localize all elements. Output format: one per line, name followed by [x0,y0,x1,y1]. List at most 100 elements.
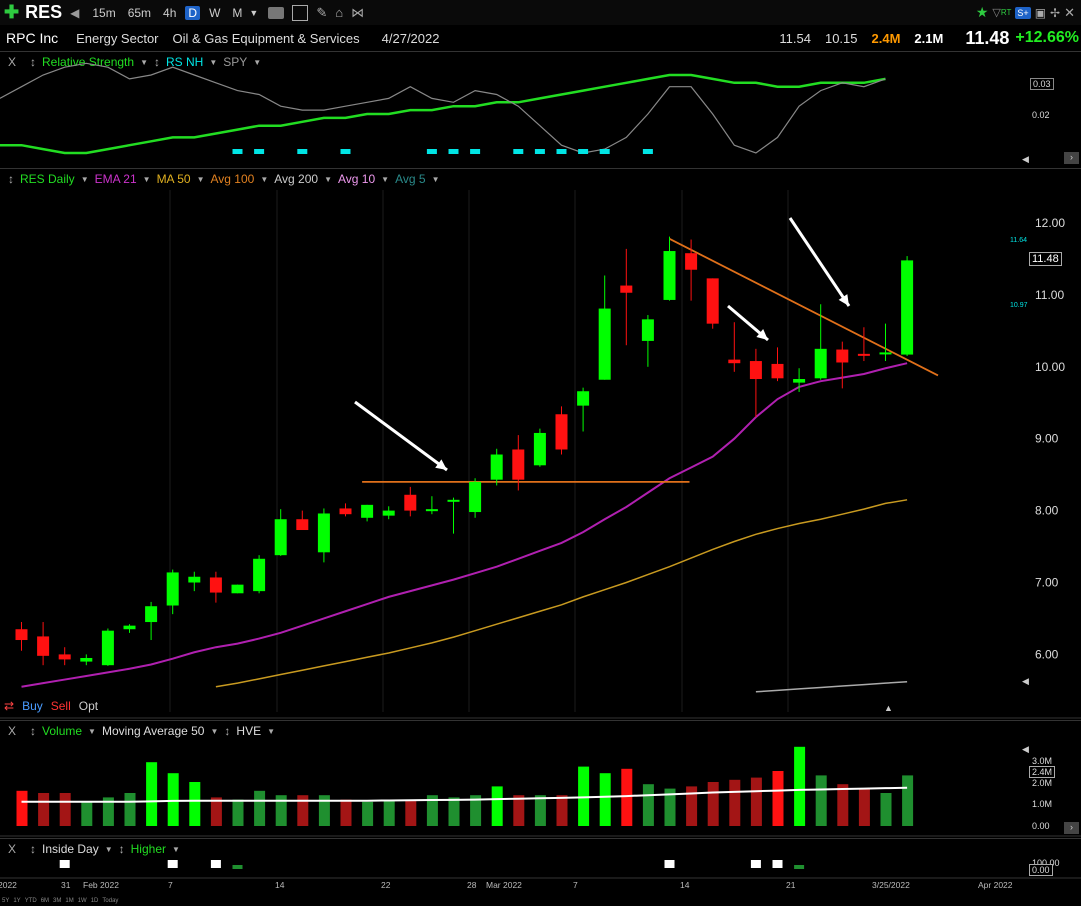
volume-bar [448,797,460,826]
move-icon[interactable]: ✢ [1050,5,1061,20]
timeframe-dropdown-icon[interactable]: ▼ [249,7,259,18]
rs-axis-label-mid: 0.02 [1032,110,1050,120]
reorder-icon[interactable]: ↕ [118,842,125,856]
reorder-icon[interactable]: ↕ [224,724,231,738]
timeframe-button-65m[interactable]: 65m [127,5,152,20]
inside-day-label[interactable]: Inside Day [42,842,99,856]
dropdown-icon[interactable]: ▼ [381,174,390,184]
dropdown-icon[interactable]: ▼ [253,57,262,67]
candle-body [598,308,611,380]
price-axis-label: 9.00 [1035,432,1059,446]
range-button[interactable]: 1M [65,898,74,904]
rs-nh-label[interactable]: RS NH [166,55,204,69]
reorder-icon[interactable]: ↕ [30,724,37,738]
legend-item[interactable]: Avg 5 [395,172,426,186]
timeframe-button-m[interactable]: M [232,5,243,20]
legend-item[interactable]: EMA 21 [94,172,137,186]
dropdown-icon[interactable]: ▼ [324,174,333,184]
trade-bar: ⇄ Buy Sell Opt [0,698,98,714]
dropdown-icon[interactable]: ▼ [88,726,96,736]
volume-bar [383,799,395,826]
volume-ma-label[interactable]: Moving Average 50 [101,724,205,738]
dropdown-icon[interactable]: ▼ [172,844,180,854]
range-button[interactable]: 3M [53,898,62,904]
range-button[interactable]: 1W [77,898,87,904]
candle-body [339,508,352,515]
save-icon[interactable]: ▣ [1034,5,1047,20]
dropdown-icon[interactable]: ▼ [209,57,218,67]
range-button[interactable]: Today [102,898,119,904]
megaphone-icon[interactable]: ◀ [70,5,80,20]
dropdown-icon[interactable]: ▼ [104,844,113,854]
dropdown-icon[interactable]: ▼ [142,174,151,184]
dropdown-icon[interactable]: ▼ [140,57,148,67]
annotation-icon[interactable]: ⌂ [335,5,344,20]
quote-date: 4/27/2022 [381,30,440,46]
candle-body [641,319,654,341]
timeframe-button-d[interactable]: D [185,5,201,20]
legend-item[interactable]: Avg 10 [338,172,376,186]
reorder-icon[interactable]: ↕ [154,55,160,69]
range-button[interactable]: 6M [40,898,50,904]
expand-arrow-icon[interactable]: ▲ [884,703,893,713]
share-icon[interactable]: ⋈ [351,4,365,20]
legend-item[interactable]: Avg 100 [210,172,255,186]
dropdown-icon[interactable]: ▼ [267,726,276,736]
sector-link[interactable]: Energy Sector [76,30,159,46]
dropdown-icon[interactable]: ▼ [80,174,89,184]
collapse-arrow-icon[interactable]: ◀ [1022,154,1029,164]
range-button[interactable]: YTD [24,898,37,904]
timeframe-button-w[interactable]: W [209,5,221,20]
volume-bar [599,773,611,826]
sell-button[interactable]: Sell [50,699,71,713]
add-symbol-icon[interactable]: ✚ [4,2,20,22]
close-icon[interactable]: ✕ [1064,4,1075,20]
timeframe-button-4h[interactable]: 4h [163,5,177,20]
timeframe-button-15m[interactable]: 15m [92,5,116,20]
inside-axis-100: 100.00 [1032,858,1060,868]
reorder-icon[interactable]: ↕ [30,55,37,69]
dropdown-icon[interactable]: ▼ [260,174,269,184]
collapse-arrow-icon[interactable]: ◀ [1022,676,1029,686]
legend-item[interactable]: Avg 200 [274,172,319,186]
range-button[interactable]: 5Y [2,898,10,904]
dropdown-icon[interactable]: ▼ [196,174,205,184]
range-button[interactable]: 1D [90,898,99,904]
dropdown-icon[interactable]: ▼ [431,174,440,184]
inside-close-button[interactable]: X [8,842,17,856]
rs-new-high-marker [448,149,459,154]
dropdown-icon[interactable]: ▼ [210,726,219,736]
volume-bar [254,790,266,826]
higher-label[interactable]: Higher [130,842,166,856]
scroll-right-button[interactable]: › [1064,822,1079,834]
rs-close-button[interactable]: X [8,55,17,69]
calendar-icon[interactable] [292,4,309,21]
candle-body [771,363,784,379]
volume-bar [642,784,654,826]
range-button[interactable]: 1Y [13,898,21,904]
volume-close-button[interactable]: X [8,724,17,738]
reorder-icon[interactable]: ↕ [30,842,37,856]
buy-button[interactable]: Buy [22,699,43,713]
reorder-icon[interactable]: ↕ [8,172,14,186]
star-icon[interactable]: ★ [975,4,989,20]
hve-label[interactable]: HVE [236,724,262,738]
rs-study-label[interactable]: Relative Strength [42,55,135,69]
trade-icon[interactable]: ⇄ [4,699,15,713]
legend-item[interactable]: MA 50 [156,172,191,186]
scroll-right-button[interactable]: › [1064,152,1079,164]
volume-study-label[interactable]: Volume [42,724,83,738]
legend-item[interactable]: RES Daily [20,172,75,186]
draw-pencil-icon[interactable]: ✎ [316,4,328,20]
symbol-label[interactable]: RES [25,2,63,22]
higher-marker [794,865,805,869]
industry-link[interactable]: Oil & Gas Equipment & Services [172,30,360,46]
options-button[interactable]: Opt [78,699,99,713]
spy-label[interactable]: SPY [223,55,248,69]
alert-icon[interactable]: ▽ [992,7,1001,19]
candle-body [836,349,849,363]
chart-type-icon[interactable] [268,6,285,19]
collapse-arrow-icon[interactable]: ◀ [1022,744,1029,754]
skype-icon[interactable]: S+ [1015,6,1031,19]
